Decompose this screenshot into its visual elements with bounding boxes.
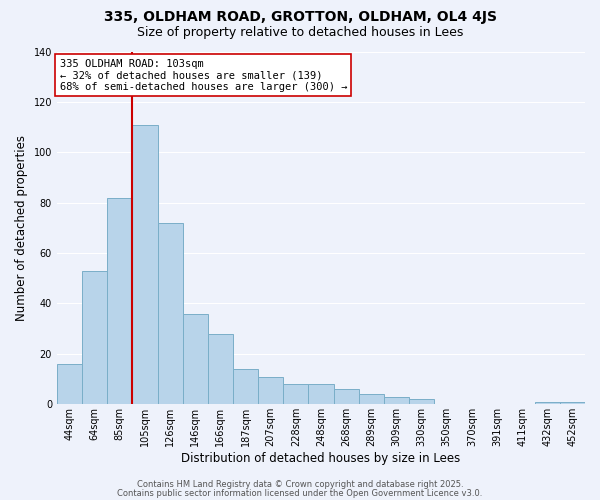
Bar — [57, 364, 82, 405]
Bar — [182, 314, 208, 404]
Bar — [158, 223, 182, 404]
Bar — [409, 400, 434, 404]
Y-axis label: Number of detached properties: Number of detached properties — [15, 135, 28, 321]
Text: Contains HM Land Registry data © Crown copyright and database right 2025.: Contains HM Land Registry data © Crown c… — [137, 480, 463, 489]
Bar — [384, 396, 409, 404]
Bar — [535, 402, 560, 404]
Bar — [334, 389, 359, 404]
Bar — [308, 384, 334, 404]
X-axis label: Distribution of detached houses by size in Lees: Distribution of detached houses by size … — [181, 452, 461, 465]
Bar — [233, 369, 258, 404]
Text: 335 OLDHAM ROAD: 103sqm
← 32% of detached houses are smaller (139)
68% of semi-d: 335 OLDHAM ROAD: 103sqm ← 32% of detache… — [59, 58, 347, 92]
Bar — [283, 384, 308, 404]
Bar — [208, 334, 233, 404]
Bar — [258, 376, 283, 404]
Bar — [82, 270, 107, 404]
Bar — [133, 124, 158, 404]
Bar — [560, 402, 585, 404]
Text: Contains public sector information licensed under the Open Government Licence v3: Contains public sector information licen… — [118, 488, 482, 498]
Bar — [359, 394, 384, 404]
Text: Size of property relative to detached houses in Lees: Size of property relative to detached ho… — [137, 26, 463, 39]
Text: 335, OLDHAM ROAD, GROTTON, OLDHAM, OL4 4JS: 335, OLDHAM ROAD, GROTTON, OLDHAM, OL4 4… — [104, 10, 497, 24]
Bar — [107, 198, 133, 404]
